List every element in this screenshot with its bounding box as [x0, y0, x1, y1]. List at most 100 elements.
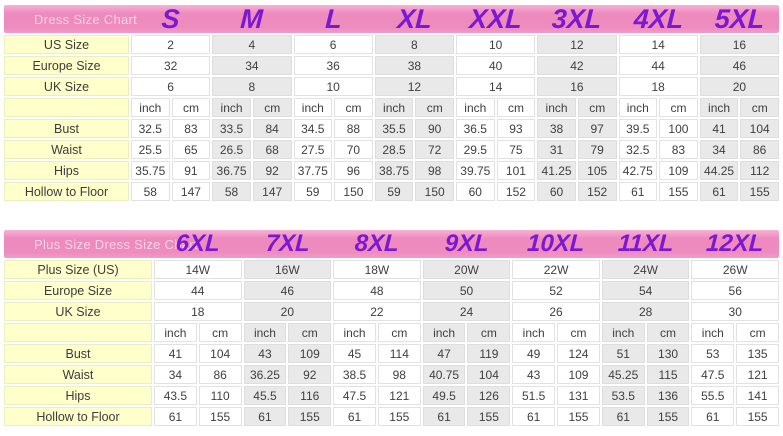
size-value-cell: 18	[154, 302, 242, 321]
size-value-cell: 18W	[333, 260, 421, 279]
size-column-header: XL	[396, 4, 433, 34]
measurement-value-cell: 116	[288, 386, 332, 405]
row-label: UK Size	[4, 77, 129, 96]
measurement-value-cell: 155	[557, 407, 600, 426]
size-value-cell: 44	[154, 281, 242, 300]
measurement-value-cell: 28.5	[374, 140, 414, 159]
size-value-cell: 2	[131, 35, 211, 54]
unit-header-cell: cm	[577, 98, 617, 117]
size-value-cell: 50	[422, 281, 511, 300]
unit-header-cell: inch	[601, 323, 645, 342]
size-value-cell: 12	[374, 77, 454, 96]
row-label: US Size	[4, 35, 129, 54]
measurement-value-cell: 130	[646, 344, 690, 363]
size-value-cell: 26	[512, 302, 600, 321]
measurement-value-cell: 61	[512, 407, 556, 426]
row-label: Hips	[4, 161, 129, 180]
measurement-value-cell: 96	[334, 161, 373, 180]
measurement-value-cell: 112	[740, 161, 779, 180]
size-value-cell: 6	[131, 77, 211, 96]
measurement-value-cell: 88	[334, 119, 373, 138]
dress-size-chart-body: US Size 2 4 6 8 10 12 14 16 Europe Size 32 34 36 38 40…	[4, 35, 779, 201]
unit-header-cell: inch	[699, 98, 739, 117]
unit-header-cell: cm	[377, 323, 421, 342]
measurement-value-cell: 47.5	[691, 365, 735, 384]
measurement-value-cell: 93	[496, 119, 536, 138]
size-column-header: 12XL	[705, 230, 765, 257]
measurement-value-cell: 37.75	[293, 161, 333, 180]
unit-header-cell: cm	[467, 323, 511, 342]
unit-header-cell: inch	[456, 98, 495, 117]
measurement-value-cell: 61	[601, 407, 645, 426]
unit-header-cell: inch	[243, 323, 287, 342]
size-value-cell: 38	[374, 56, 454, 75]
measurement-value-cell: 38	[537, 119, 576, 138]
measurement-value-cell: 27.5	[293, 140, 333, 159]
measurement-value-cell: 86	[198, 365, 242, 384]
row-label	[4, 323, 152, 342]
row-label: Waist	[4, 140, 129, 159]
measurement-value-cell: 51.5	[512, 386, 556, 405]
measurement-value-cell: 53.5	[601, 386, 645, 405]
measurement-value-cell: 109	[288, 344, 332, 363]
size-value-cell: 4	[212, 35, 292, 54]
size-value-cell: 10	[293, 77, 373, 96]
measurement-value-cell: 101	[496, 161, 536, 180]
measurement-value-cell: 49	[512, 344, 556, 363]
row-label: Bust	[4, 344, 152, 363]
size-column-header: S	[160, 4, 181, 34]
measurement-value-cell: 45	[333, 344, 376, 363]
measurement-value-cell: 105	[577, 161, 617, 180]
measurement-value-cell: 31	[537, 140, 576, 159]
measurement-value-cell: 61	[699, 182, 739, 201]
measurement-value-cell: 68	[252, 140, 292, 159]
measurement-value-cell: 47	[422, 344, 466, 363]
measurement-value-cell: 61	[154, 407, 197, 426]
size-column-header: XXL	[468, 4, 523, 34]
row-label: UK Size	[4, 302, 152, 321]
measurement-value-cell: 100	[659, 119, 698, 138]
measurement-value-cell: 34	[154, 365, 197, 384]
unit-header-cell: cm	[740, 98, 779, 117]
unit-header-cell: inch	[154, 323, 197, 342]
plus-size-chart-body: Plus Size (US) 14W 16W 18W 20W 22W 24W 26W Europ…	[4, 260, 779, 426]
measurement-value-cell: 114	[377, 344, 421, 363]
size-column-header: 9XL	[443, 230, 490, 257]
measurement-value-cell: 43.5	[154, 386, 197, 405]
measurement-value-cell: 61	[243, 407, 287, 426]
measurement-value-cell: 150	[415, 182, 454, 201]
unit-header-cell: cm	[496, 98, 536, 117]
size-value-cell: 16	[537, 77, 617, 96]
size-value-cell: 48	[333, 281, 421, 300]
row-label: Bust	[4, 119, 129, 138]
measurement-value-cell: 92	[252, 161, 292, 180]
row-label: Waist	[4, 365, 152, 384]
measurement-value-cell: 155	[736, 407, 779, 426]
measurement-value-cell: 41	[699, 119, 739, 138]
measurement-value-cell: 45.25	[601, 365, 645, 384]
plus-size-dress-size-chart: Plus Size Dress Size Chart 6XL 7XL 8XL 9XL 1…	[4, 230, 779, 426]
size-column-header: 10XL	[526, 230, 586, 257]
measurement-value-cell: 29.5	[456, 140, 495, 159]
measurement-value-cell: 34	[699, 140, 739, 159]
measurement-value-cell: 70	[334, 140, 373, 159]
size-value-cell: 12	[537, 35, 617, 54]
measurement-value-cell: 51	[601, 344, 645, 363]
measurement-value-cell: 38.75	[374, 161, 414, 180]
measurement-value-cell: 109	[557, 365, 600, 384]
size-value-cell: 14	[456, 77, 536, 96]
size-value-cell: 16	[699, 35, 779, 54]
measurement-value-cell: 155	[659, 182, 698, 201]
size-value-cell: 46	[243, 281, 332, 300]
measurement-value-cell: 58	[212, 182, 251, 201]
measurement-value-cell: 136	[646, 386, 690, 405]
measurement-value-cell: 43	[512, 365, 556, 384]
measurement-value-cell: 152	[496, 182, 536, 201]
measurement-value-cell: 79	[577, 140, 617, 159]
measurement-value-cell: 121	[736, 365, 779, 384]
measurement-value-cell: 135	[736, 344, 779, 363]
measurement-value-cell: 104	[467, 365, 511, 384]
size-value-cell: 34	[212, 56, 292, 75]
unit-header-cell: inch	[512, 323, 556, 342]
measurement-value-cell: 147	[171, 182, 211, 201]
